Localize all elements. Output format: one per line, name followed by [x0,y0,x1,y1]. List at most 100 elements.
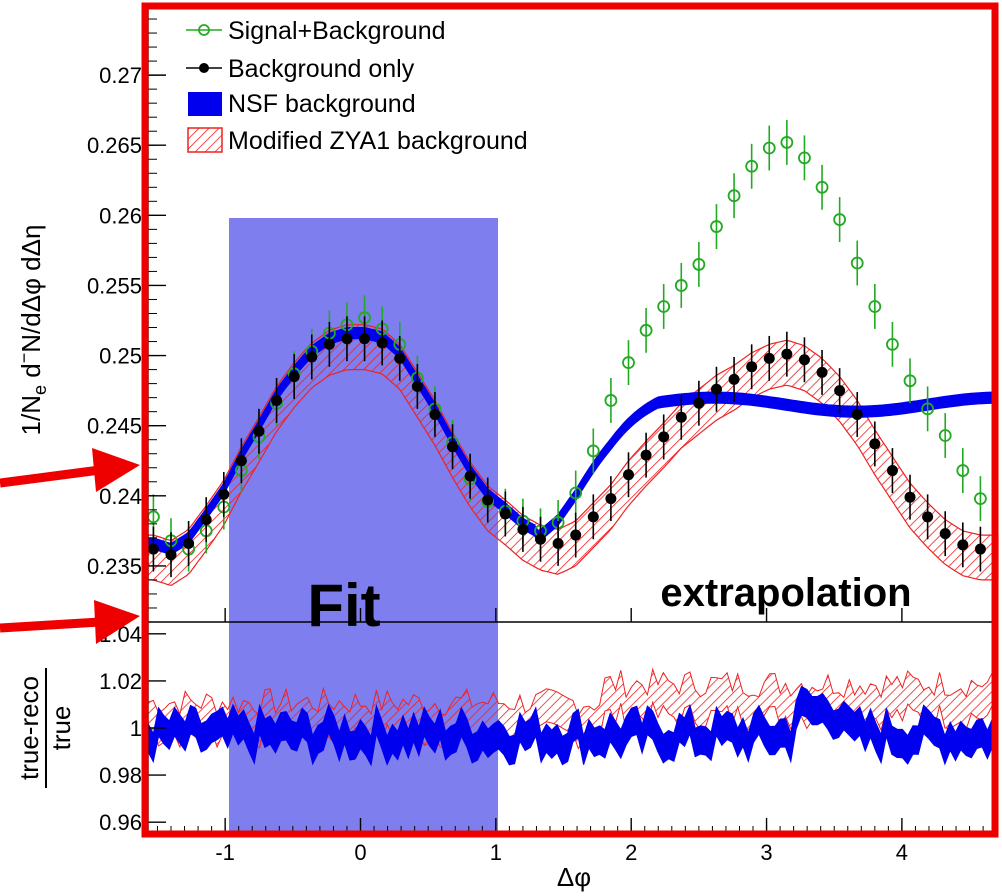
top-y-tick-label: 0.27 [99,63,142,88]
annotation-extrapolation: extrapolation [660,571,911,615]
arrow-lower [0,600,140,644]
ratio-numerator: true-reco [14,676,44,780]
background-point [957,539,969,551]
background-point [746,361,758,373]
signal-point [657,300,671,313]
top-y-tick-label: 0.265 [87,133,142,158]
background-point [869,438,881,450]
x-tick-label: 3 [760,840,772,865]
ratio-denominator: true [46,706,76,751]
background-point [165,549,177,561]
background-point [323,338,335,350]
x-tick-label: 0 [354,840,366,865]
signal-point [868,300,882,313]
background-point [253,425,265,437]
signal-point [745,159,759,173]
legend-nsf-swatch [188,92,222,116]
background-point [341,333,353,345]
background-point [200,514,212,526]
signal-point [850,256,864,270]
signal-point [604,394,618,407]
legend-item-zya1: Modified ZYA1 background [187,127,528,155]
top-y-tick-label: 0.255 [87,273,142,298]
x-axis-title: Δφ [557,862,591,892]
legend-label-zya1: Modified ZYA1 background [228,127,528,155]
signal-point [710,220,723,233]
background-point [886,465,898,477]
background-point [605,493,617,505]
background-point [658,431,670,443]
signal-point [727,189,741,203]
background-point [429,408,441,420]
signal-point [938,429,952,442]
legend-label-nsf: NSF background [228,90,416,118]
signal-point [921,402,935,416]
x-tick-label: 1 [490,840,502,865]
background-point [235,455,247,467]
annotation-fit: Fit [307,572,380,639]
arrow-upper [0,448,140,492]
top-y-tick-label: 0.26 [99,203,142,228]
background-point [622,469,634,481]
background-point [834,385,846,397]
signal-point [956,464,970,477]
top-y-tick-label: 0.235 [87,554,142,579]
background-point [464,470,476,482]
background-point [411,380,423,392]
signal-point [692,258,706,271]
highlight-frame [141,2,999,838]
background-point [271,394,283,406]
bottom-y-tick-label: 0.96 [99,810,142,835]
background-point [552,537,564,549]
background-point [710,383,722,395]
top-y-tick-label: 0.25 [99,344,142,369]
signal-point [586,444,600,458]
legend-zya1-swatch [187,127,223,153]
legend-open-circle-marker [198,24,210,36]
bottom-y-tick-label: 0.98 [99,763,142,788]
tick-labels: 0.235 0.24 0.245 0.25 0.255 0.26 0.265 0.27 0.96… [87,63,908,865]
signal-point [674,279,688,292]
bottom-y-tick-label: 1 [130,716,142,741]
top-y-axis-title: 1/Ne d−N/dΔφ dΔη [14,225,50,436]
background-point [763,352,775,364]
legend-filled-circle-marker [199,63,209,73]
x-tick-label: 2 [625,840,637,865]
background-point [499,508,511,520]
legend-label-background: Background only [228,55,415,83]
background-point [482,494,494,506]
background-point [535,533,547,545]
signal-point [974,492,987,506]
background-point [218,488,230,500]
background-point [288,371,300,383]
background-point [693,397,705,409]
legend: Signal+Background Background only NSF ba… [186,17,528,155]
bottom-y-axis-title: true-reco true [14,668,76,788]
signal-point [903,374,917,388]
background-point [974,543,986,555]
background-point [587,511,599,523]
background-point [570,529,582,541]
signal-point [762,141,776,155]
signal-point [833,213,847,226]
x-tick-label: -1 [215,840,235,865]
background-point [183,537,195,549]
legend-label-signal: Signal+Background [228,17,446,45]
bottom-y-tick-label: 1.02 [99,669,142,694]
signal-point [780,136,794,149]
legend-item-signal: Signal+Background [186,17,446,45]
background-point [781,348,793,360]
background-point [851,408,863,420]
background-point [728,373,740,385]
signal-point [886,337,899,351]
background-point [147,543,159,555]
background-point [517,523,529,535]
signal-point [569,486,583,500]
x-tick-label: 4 [896,840,908,865]
background-point [798,354,810,366]
signal-point [815,180,829,194]
background-point [394,352,406,364]
background-point [675,411,687,423]
signal-point [639,323,653,337]
